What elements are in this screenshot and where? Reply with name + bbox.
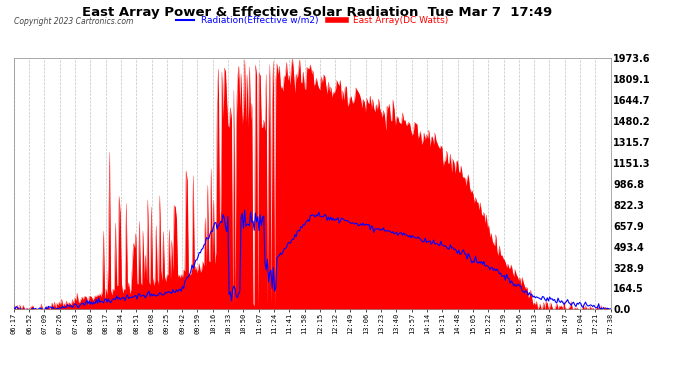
Text: East Array Power & Effective Solar Radiation  Tue Mar 7  17:49: East Array Power & Effective Solar Radia…: [82, 6, 553, 19]
Text: Copyright 2023 Cartronics.com: Copyright 2023 Cartronics.com: [14, 17, 133, 26]
Legend: Radiation(Effective w/m2), East Array(DC Watts): Radiation(Effective w/m2), East Array(DC…: [172, 12, 452, 28]
